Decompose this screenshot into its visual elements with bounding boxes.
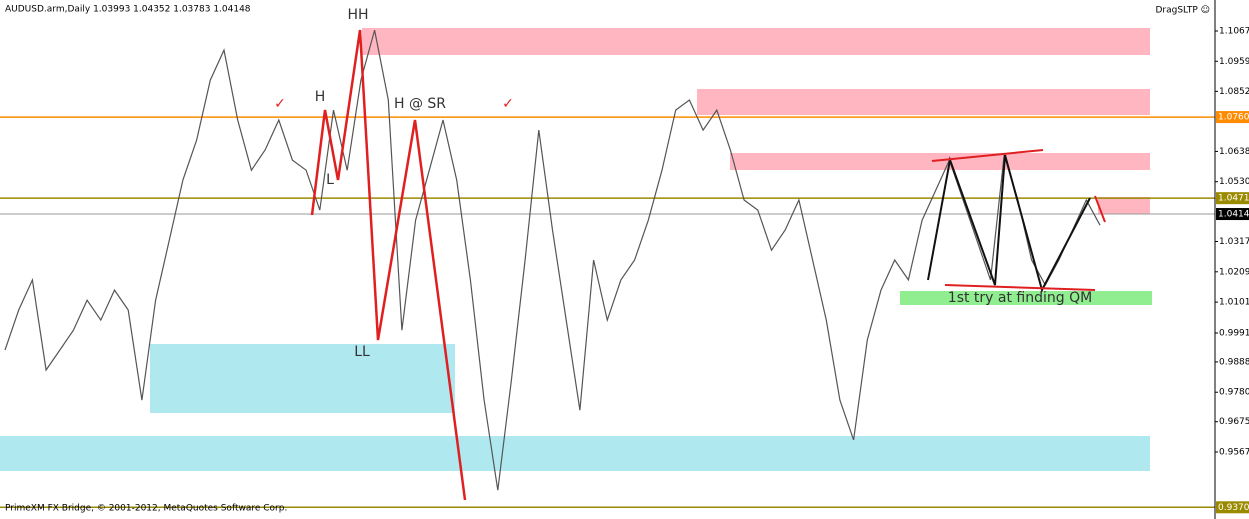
bottom-line: [944, 284, 1096, 291]
price-line: [4, 29, 1101, 491]
y-tick-label: 0.95670: [1219, 448, 1249, 458]
y-tick-label: 1.02090: [1219, 267, 1249, 277]
level-label: 0.9370: [1218, 503, 1249, 513]
y-tick-label: 1.09590: [1219, 57, 1249, 67]
supply-zone: [362, 28, 1150, 55]
drawings: [310, 29, 1106, 501]
y-tick-label: 1.03170: [1219, 237, 1249, 247]
demand-zone: [150, 344, 455, 413]
y-tick-label: 1.05300: [1219, 177, 1249, 187]
level-label-bg: [1216, 208, 1249, 221]
annotation: H: [315, 89, 326, 105]
top-line: [931, 149, 1044, 162]
supply-zone: [1098, 197, 1150, 214]
trend-drawing: [310, 29, 467, 501]
annotation: 1st try at finding QM: [948, 290, 1092, 306]
red-mark: [1094, 195, 1106, 223]
supply-zone: [730, 153, 1150, 170]
annotation: L: [326, 172, 334, 188]
level-label-bg: [1216, 501, 1249, 514]
y-tick-label: 1.08520: [1219, 87, 1249, 97]
chart-title: AUDUSD.arm,Daily 1.03993 1.04352 1.03783…: [5, 5, 251, 15]
level-label: 1.07603: [1218, 113, 1249, 123]
copyright: PrimeXM FX Bridge, © 2001-2012, MetaQuot…: [5, 504, 287, 514]
qm-zone: [900, 291, 1152, 305]
level-label-bg: [1216, 111, 1249, 124]
level-label-bg: [1216, 192, 1249, 205]
annotation: LL: [354, 344, 370, 360]
demand-zone: [0, 436, 1150, 471]
zones: [0, 28, 1152, 471]
annotation: HH: [347, 7, 368, 23]
plot: [0, 29, 1215, 509]
level-label: 1.04148: [1218, 210, 1249, 220]
y-tick-label: 1.06380: [1219, 147, 1249, 157]
y-tick-label: 1.10670: [1219, 26, 1249, 36]
indicator-label: DragSLTP ☺: [1155, 5, 1210, 16]
supply-zone: [697, 89, 1150, 115]
checkmark: ✓: [274, 96, 286, 112]
annotation: H @ SR: [394, 96, 446, 112]
checkmark: ✓: [502, 96, 514, 112]
level-label: 1.04714: [1218, 194, 1249, 204]
qm-drawing: [927, 154, 1091, 293]
